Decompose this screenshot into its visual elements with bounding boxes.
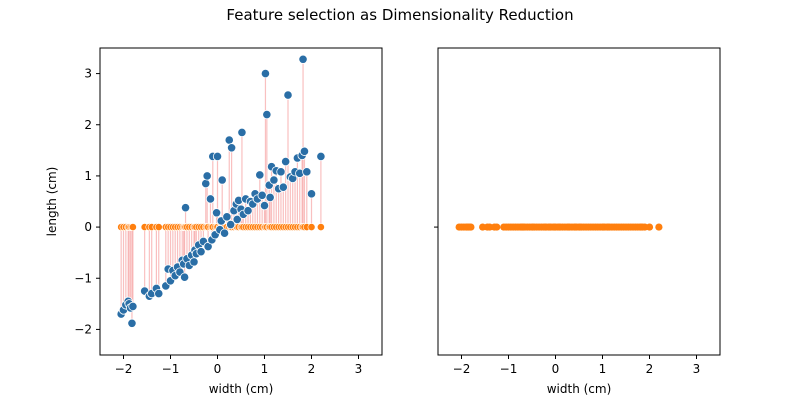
right-scatter-panel: −2 −1 0 1 2 3 width (cm)	[434, 47, 721, 396]
data-point	[299, 146, 310, 156]
y-tick-label: −1	[74, 271, 92, 285]
data-point	[180, 203, 191, 213]
x-tick-label: 3	[355, 362, 363, 376]
data-point	[255, 170, 265, 180]
data-point	[281, 156, 291, 167]
data-point	[205, 194, 216, 204]
plot-area	[455, 223, 663, 231]
data-point	[196, 247, 206, 257]
data-point	[232, 214, 242, 225]
plot-area	[116, 54, 326, 328]
x-tick-label: −1	[162, 362, 180, 376]
axes-frame	[99, 47, 383, 356]
data-point	[283, 90, 293, 100]
x-tick-label: −1	[500, 362, 518, 376]
data-point	[237, 127, 247, 138]
data-point	[276, 167, 286, 177]
data-point	[211, 208, 222, 218]
data-point	[260, 68, 271, 79]
x-tick-label: 1	[261, 362, 269, 376]
data-point	[243, 206, 253, 216]
x-tick-label: 1	[599, 362, 607, 376]
x-tick-label: 2	[646, 362, 654, 376]
data-point	[224, 135, 234, 145]
y-tick-label: −2	[74, 322, 92, 336]
data-point	[257, 190, 267, 200]
y-axis-label: length (cm)	[45, 167, 59, 237]
data-point	[262, 109, 272, 120]
data-point	[269, 175, 279, 185]
x-tick-label: 0	[214, 362, 222, 376]
data-point	[265, 192, 275, 203]
y-tick-label: 3	[84, 67, 92, 81]
projected-point	[467, 223, 475, 231]
data-point	[278, 182, 288, 192]
y-tick-label: 0	[84, 220, 92, 234]
left-scatter-panel: −2 −1 0 1 2 3 −2 −1 0 1 2 3 width (cm) length (cm)	[45, 47, 383, 396]
data-point	[189, 257, 199, 267]
data-point	[128, 301, 138, 311]
figure-title: Feature selection as Dimensionality Redu…	[226, 6, 573, 24]
data-point	[217, 175, 227, 185]
data-point	[222, 212, 232, 222]
data-point	[316, 151, 326, 162]
projected-point	[645, 223, 654, 231]
x-tick-label: 2	[308, 362, 316, 376]
projected-point	[493, 223, 501, 231]
data-point	[127, 318, 137, 328]
y-tick-label: 1	[84, 169, 92, 183]
data-point	[298, 54, 308, 64]
projected-point	[128, 223, 137, 231]
data-point	[302, 167, 312, 177]
projected-point	[655, 223, 663, 231]
x-tick-label: 3	[693, 362, 701, 376]
data-point	[227, 143, 237, 153]
data-point	[202, 171, 212, 181]
data-point	[219, 228, 230, 238]
data-point	[154, 288, 164, 299]
y-tick-label: 2	[84, 118, 92, 132]
data-point	[259, 200, 270, 211]
x-tick-label: −2	[115, 362, 133, 376]
data-point	[201, 178, 211, 189]
projected-point	[307, 223, 316, 231]
data-point	[226, 219, 236, 230]
data-point	[180, 272, 190, 282]
axes-frame	[437, 47, 721, 356]
x-tick-label: −2	[453, 362, 471, 376]
projected-point	[316, 223, 325, 231]
x-axis-label: width (cm)	[547, 382, 612, 396]
x-axis-label: width (cm)	[209, 382, 274, 396]
data-point	[306, 189, 317, 199]
projected-point	[154, 223, 163, 231]
data-point	[212, 151, 223, 162]
x-tick-label: 0	[552, 362, 560, 376]
